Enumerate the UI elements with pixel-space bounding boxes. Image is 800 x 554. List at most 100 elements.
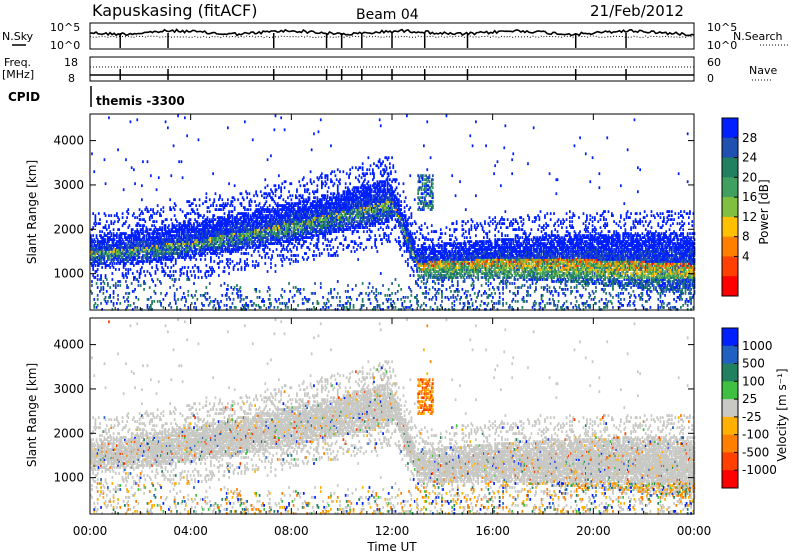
scatter-cell	[99, 218, 101, 221]
scatter-cell	[257, 194, 259, 197]
scatter-cell	[122, 216, 124, 219]
scatter-cell	[109, 286, 111, 289]
scatter-cell	[336, 178, 338, 181]
scatter-cell	[241, 266, 243, 269]
scatter-cell	[207, 252, 209, 255]
scatter-cell	[302, 194, 304, 197]
scatter-cell	[306, 182, 308, 185]
scatter-cell	[152, 208, 154, 211]
scatter-cell	[346, 172, 348, 175]
scatter-cell	[264, 262, 266, 265]
scatter-cell	[105, 182, 107, 185]
scatter-cell	[163, 306, 165, 309]
scatter-cell	[97, 294, 99, 297]
scatter-cell	[272, 192, 274, 195]
scatter-cell	[157, 268, 159, 271]
scatter-cell	[193, 306, 195, 309]
scatter-cell	[159, 232, 161, 235]
scatter-cell	[96, 222, 98, 225]
scatter-cell	[150, 228, 152, 231]
scatter-cell	[229, 258, 231, 261]
scatter-cell	[276, 248, 278, 251]
scatter-cell	[279, 302, 281, 305]
scatter-cell	[289, 194, 291, 197]
scatter-cell	[373, 292, 375, 295]
scatter-cell	[339, 182, 341, 185]
scatter-cell	[208, 206, 210, 209]
scatter-cell	[127, 268, 129, 271]
scatter-cell	[372, 168, 374, 171]
scatter-cell	[232, 204, 234, 207]
scatter-cell	[297, 254, 299, 257]
cpid-label: CPID	[8, 90, 40, 104]
scatter-cell	[330, 192, 332, 195]
nsearch-label: N.Search	[733, 30, 783, 43]
scatter-cell	[97, 268, 99, 271]
scatter-cell	[296, 246, 298, 249]
scatter-cell	[288, 282, 290, 285]
scatter-cell	[169, 198, 171, 201]
scatter-cell	[351, 298, 353, 301]
scatter-cell	[324, 194, 326, 197]
scatter-cell	[208, 274, 210, 277]
scatter-cell	[212, 172, 214, 175]
scatter-cell	[247, 208, 249, 211]
scatter-cell	[247, 252, 249, 255]
scatter-cell	[125, 232, 127, 235]
scatter-cell	[307, 256, 309, 259]
scatter-cell	[139, 208, 141, 211]
scatter-cell	[362, 282, 364, 285]
scatter-cell	[125, 292, 127, 295]
scatter-cell	[157, 204, 159, 207]
scatter-cell	[355, 166, 357, 169]
scatter-cell	[320, 118, 322, 121]
scatter-cell	[319, 252, 321, 255]
scatter-cell	[345, 290, 347, 293]
freq-unit: [MHz]	[2, 68, 34, 81]
scatter-cell	[195, 306, 197, 309]
scatter-cell	[141, 266, 143, 269]
scatter-cell	[328, 252, 330, 255]
scatter-cell	[294, 294, 296, 297]
scatter-cell	[142, 212, 144, 215]
scatter-cell	[371, 246, 373, 249]
scatter-cell	[327, 248, 329, 251]
scatter-cell	[135, 296, 137, 299]
scatter-cell	[136, 270, 138, 273]
scatter-cell	[328, 292, 330, 295]
scatter-cell	[170, 208, 172, 211]
scatter-cell	[348, 244, 350, 247]
scatter-cell	[176, 306, 178, 309]
scatter-cell	[264, 178, 266, 181]
scatter-cell	[204, 254, 206, 257]
scatter-cell	[150, 208, 152, 211]
station-title: Kapuskasing (fitACF)	[92, 1, 257, 20]
scatter-cell	[244, 260, 246, 263]
scatter-cell	[228, 272, 230, 275]
freq-tick-high: 18	[64, 56, 78, 69]
scatter-cell	[127, 304, 129, 307]
scatter-cell	[175, 300, 177, 303]
scatter-cell	[92, 234, 94, 237]
scatter-cell	[309, 192, 311, 195]
scatter-cell	[182, 296, 184, 299]
scatter-cell	[303, 302, 305, 305]
scatter-cell	[130, 304, 132, 307]
scatter-cell	[134, 216, 136, 219]
scatter-cell	[267, 184, 269, 187]
scatter-cell	[302, 298, 304, 301]
scatter-cell	[133, 302, 135, 305]
scatter-cell	[155, 284, 157, 287]
scatter-cell	[113, 290, 115, 293]
scatter-cell	[313, 250, 315, 253]
scatter-cell	[109, 294, 111, 297]
scatter-cell	[117, 298, 119, 301]
scatter-cell	[221, 260, 223, 263]
scatter-cell	[240, 290, 242, 293]
scatter-cell	[271, 254, 273, 257]
scatter-cell	[378, 228, 380, 231]
scatter-cell	[175, 278, 177, 281]
scatter-cell	[366, 172, 368, 175]
scatter-cell	[355, 176, 357, 179]
scatter-cell	[255, 204, 257, 207]
